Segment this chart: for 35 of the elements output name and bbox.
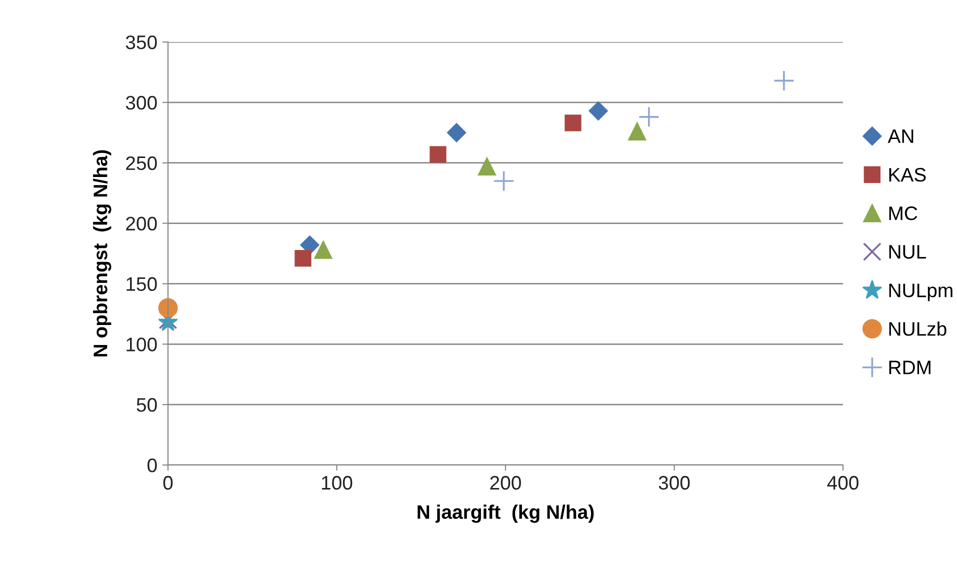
y-tick-label: 150	[126, 277, 157, 291]
legend-label: MC	[889, 206, 918, 220]
x-tick-label: 300	[658, 476, 690, 490]
y-tick-label: 200	[126, 216, 157, 231]
point	[638, 106, 660, 128]
point	[300, 236, 320, 255]
point	[588, 101, 608, 120]
legend-label: AN	[888, 130, 914, 143]
point	[478, 157, 496, 176]
y-tick-label: 0	[148, 458, 157, 472]
y-tick-label: 100	[126, 338, 157, 352]
x-tick-label: 100	[322, 476, 352, 490]
legend-label: RDM	[889, 360, 930, 374]
legend-label: NUL	[889, 245, 926, 259]
point	[628, 122, 646, 140]
legend-label: NULzb	[889, 322, 946, 336]
point	[430, 146, 446, 163]
point	[493, 170, 514, 192]
y-axis-title: N opbrengst (kg N/ha)	[93, 150, 112, 356]
point	[158, 298, 178, 318]
x-axis-title: N jaargift (kg N/ha)	[418, 504, 594, 523]
y-tick-label: 50	[136, 398, 157, 412]
y-tick-label: 350	[126, 35, 157, 50]
point	[773, 70, 795, 92]
point	[314, 240, 332, 259]
legend-label: KAS	[889, 168, 926, 182]
point	[294, 250, 312, 267]
point	[447, 123, 466, 142]
x-tick-label: 0	[163, 476, 173, 490]
point	[564, 114, 582, 132]
legend-label: NULpm	[889, 284, 952, 302]
y-tick-label: 300	[126, 96, 157, 110]
y-tick-label: 250	[126, 156, 157, 170]
x-tick-label: 400	[827, 476, 858, 490]
x-tick-label: 200	[490, 476, 521, 490]
